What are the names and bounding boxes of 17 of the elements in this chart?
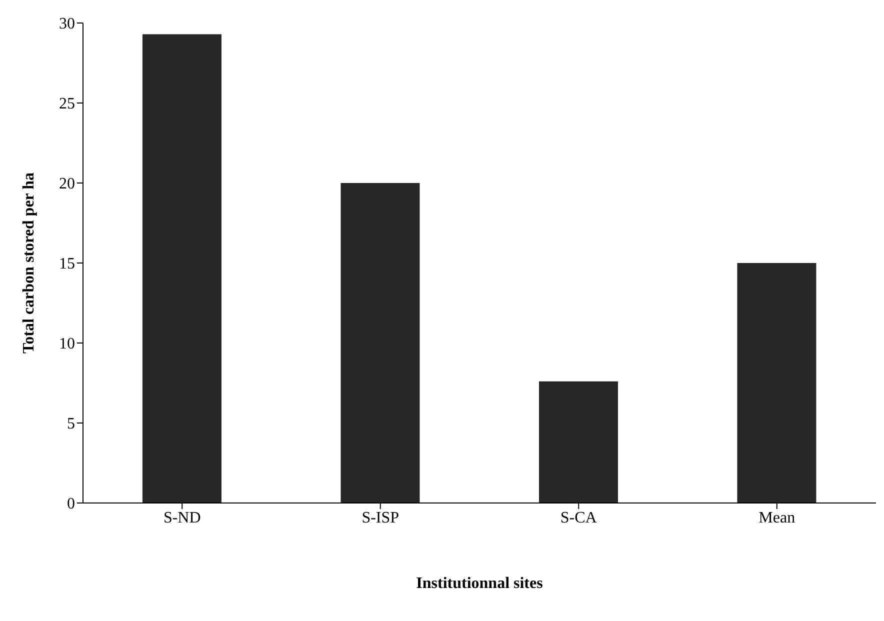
y-tick-label: 20 bbox=[59, 176, 75, 193]
y-axis-title: Total carbon stored per ha bbox=[20, 172, 38, 354]
y-tick-label: 25 bbox=[59, 96, 75, 113]
x-tick-label: S-ISP bbox=[362, 509, 400, 526]
x-tick-label: S-CA bbox=[560, 509, 598, 526]
y-tick-label: 15 bbox=[59, 256, 75, 273]
y-tick-label: 0 bbox=[67, 496, 75, 513]
x-axis-title: Institutionnal sites bbox=[416, 575, 543, 592]
y-tick-label: 10 bbox=[59, 336, 75, 353]
bar bbox=[142, 34, 222, 503]
bar bbox=[737, 263, 816, 503]
y-tick-label: 30 bbox=[59, 16, 75, 33]
bar bbox=[538, 381, 618, 503]
y-tick-label: 5 bbox=[67, 416, 75, 433]
x-tick-label: S-ND bbox=[163, 509, 201, 526]
bar bbox=[340, 183, 420, 503]
x-tick-label: Mean bbox=[758, 509, 796, 526]
